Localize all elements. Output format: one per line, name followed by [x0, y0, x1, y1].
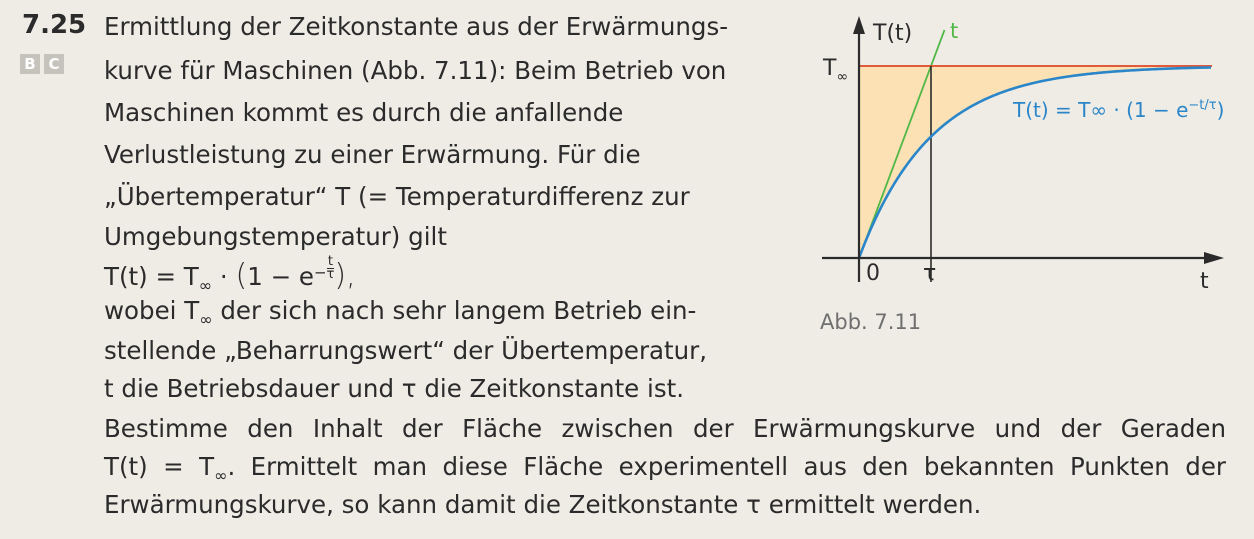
- origin-label: 0: [866, 261, 880, 286]
- line7-sub-inf: ∞: [199, 310, 213, 329]
- text-line-2: kurve für Maschinen (Abb. 7.11): Beim Be…: [104, 56, 727, 85]
- text-line-1: Ermittlung der Zeitkonstante aus der Erw…: [104, 12, 729, 41]
- y-axis-label: T(t): [872, 21, 912, 46]
- difficulty-badges: B C: [20, 54, 64, 74]
- text-line-9: t die Betriebsdauer und τ die Zeitkonsta…: [104, 374, 684, 403]
- line7-post: der sich nach sehr langem Betrieb ein-: [212, 296, 697, 325]
- task-number: 7.25: [22, 10, 87, 40]
- wide2-sub-inf: ∞: [214, 466, 228, 485]
- formula-line: T(t) = T∞ · (1 − e− t τ),: [104, 254, 356, 301]
- formula-exp-sign: −: [313, 263, 327, 282]
- text-line-5: „Übertemperatur“ T (= Temperaturdifferen…: [104, 182, 690, 211]
- badge-b: B: [20, 54, 40, 74]
- wide-line-2: T(t) = T∞. Ermittelt man diese Fläche ex…: [104, 452, 1226, 491]
- t-inf-label: T∞: [822, 56, 848, 85]
- text-line-3: Maschinen kommt es durch die anfallende: [104, 98, 624, 127]
- curve-label: T(t) = T∞ · (1 − e−t/τ): [1012, 98, 1224, 122]
- formula-close-paren: ),: [334, 258, 356, 294]
- wide2-post: . Ermittelt man diese Fläche experimente…: [227, 452, 1226, 481]
- formula-lhs: T(t) = T: [104, 262, 199, 292]
- x-axis-arrow: [1204, 252, 1224, 264]
- figure-caption: Abb. 7.11: [820, 310, 922, 334]
- formula-open-paren: (: [235, 258, 248, 294]
- badge-c: C: [44, 54, 64, 74]
- heating-curve: [857, 66, 1212, 259]
- area-between-curve-and-asymptote: [859, 66, 1212, 258]
- fraction-denominator: τ: [326, 267, 335, 282]
- text-line-8: stellende „Beharrungswert“ der Übertempe…: [104, 336, 708, 365]
- text-line-6: Umgebungstemperatur) gilt: [104, 222, 447, 251]
- text-line-4: Verlustleistung zu einer Erwärmung. Für …: [104, 140, 641, 169]
- line7-pre: wobei T: [104, 296, 200, 325]
- wide-line-3: Erwärmungskurve, so kann damit die Zeitk…: [104, 490, 982, 519]
- text-line-7: wobei T∞ der sich nach sehr langem Betri…: [104, 296, 696, 335]
- tau-label: τ: [923, 261, 936, 286]
- formula-body: 1 − e: [247, 262, 314, 292]
- fraction-numerator: t: [326, 254, 335, 269]
- x-axis-label: t: [1200, 269, 1209, 294]
- wide2-pre: T(t) = T: [104, 452, 215, 481]
- formula-sub-inf: ∞: [198, 276, 213, 296]
- formula-dot: ·: [212, 262, 236, 292]
- y-axis-arrow: [853, 16, 865, 34]
- wide-line-1: Bestimme den Inhalt der Fläche zwischen …: [104, 414, 1226, 443]
- tangent-label: t: [950, 19, 958, 43]
